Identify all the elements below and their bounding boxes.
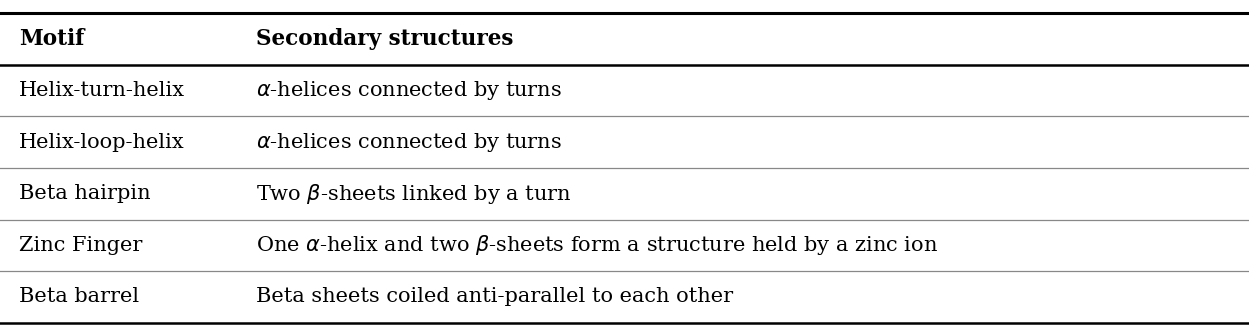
Text: Beta barrel: Beta barrel — [19, 287, 139, 306]
Text: $\alpha$-helices connected by turns: $\alpha$-helices connected by turns — [256, 79, 562, 102]
Text: Two $\beta$-sheets linked by a turn: Two $\beta$-sheets linked by a turn — [256, 182, 571, 206]
Text: Zinc Finger: Zinc Finger — [19, 236, 142, 255]
Text: Helix-loop-helix: Helix-loop-helix — [19, 133, 185, 152]
Text: Secondary structures: Secondary structures — [256, 28, 513, 50]
Text: Beta hairpin: Beta hairpin — [19, 184, 150, 203]
Text: Motif: Motif — [19, 28, 84, 50]
Text: Helix-turn-helix: Helix-turn-helix — [19, 81, 185, 100]
Text: $\alpha$-helices connected by turns: $\alpha$-helices connected by turns — [256, 131, 562, 154]
Text: Beta sheets coiled anti-parallel to each other: Beta sheets coiled anti-parallel to each… — [256, 287, 733, 306]
Text: One $\alpha$-helix and two $\beta$-sheets form a structure held by a zinc ion: One $\alpha$-helix and two $\beta$-sheet… — [256, 233, 938, 257]
